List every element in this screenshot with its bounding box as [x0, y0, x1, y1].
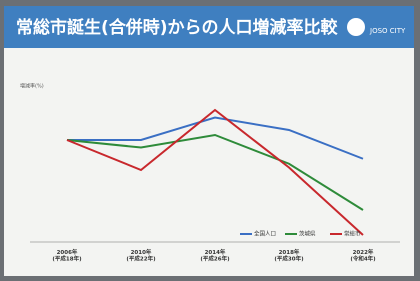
legend-label: 常総市 [344, 230, 361, 238]
legend-label: 茨城県 [299, 230, 316, 238]
chart-title: 常総市誕生(合併時)からの人口増減率比較 [16, 17, 339, 38]
legend-label: 全国人口 [254, 230, 276, 238]
x-tick-label: 2022年(令和4年) [350, 248, 376, 263]
y-axis-label: 増減率(%) [20, 83, 44, 90]
chart: 常総市誕生(合併時)からの人口増減率比較 JOSO CITY 増減率(%) 20… [0, 0, 420, 281]
logo-mark [347, 18, 365, 36]
logo-text: JOSO CITY [369, 27, 406, 35]
